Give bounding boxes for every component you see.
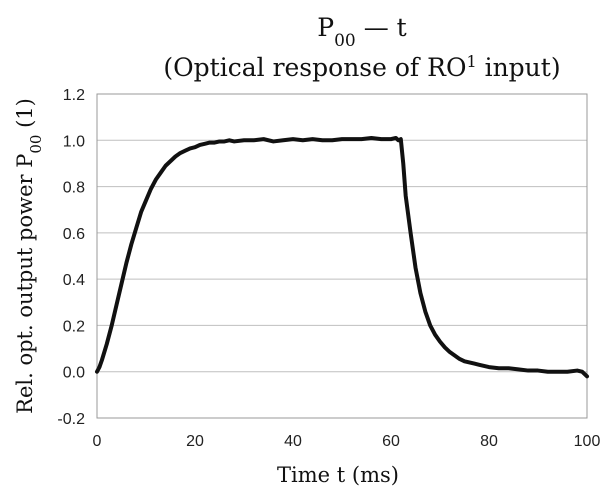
x-tick-label: 100 bbox=[574, 433, 601, 450]
y-tick-label: 1.2 bbox=[63, 87, 85, 104]
y-tick-label: 0.0 bbox=[63, 365, 85, 382]
plot-area-frame bbox=[96, 93, 588, 419]
x-tick-labels: 0 20 40 60 80 100 bbox=[93, 433, 601, 450]
x-tick-label: 80 bbox=[480, 433, 498, 450]
chart-subtitle: (Optical response of RO1 input) bbox=[163, 52, 560, 83]
y-tick-label: -0.2 bbox=[57, 411, 85, 428]
y-tick-label: 1.0 bbox=[63, 133, 85, 150]
series-group bbox=[95, 135, 589, 379]
y-tick-label: 0.6 bbox=[63, 226, 85, 243]
y-tick-labels: -0.2 0.0 0.2 0.4 0.6 0.8 1.0 1.2 bbox=[57, 87, 85, 428]
grid-lines bbox=[97, 139, 587, 373]
x-tick-label: 60 bbox=[382, 433, 400, 450]
x-tick-label: 0 bbox=[93, 433, 102, 450]
series-line-0 bbox=[95, 135, 589, 379]
x-tick-label: 40 bbox=[284, 433, 302, 450]
y-tick-label: 0.4 bbox=[63, 272, 85, 289]
y-tick-label: 0.8 bbox=[63, 180, 85, 197]
y-tick-label: 0.2 bbox=[63, 318, 85, 335]
chart-title: P00 — t bbox=[317, 13, 406, 51]
x-axis-label: Time t (ms) bbox=[277, 463, 399, 487]
x-tick-label: 20 bbox=[186, 433, 204, 450]
y-axis-label: Rel. opt. output power P00 (1) bbox=[13, 98, 45, 414]
